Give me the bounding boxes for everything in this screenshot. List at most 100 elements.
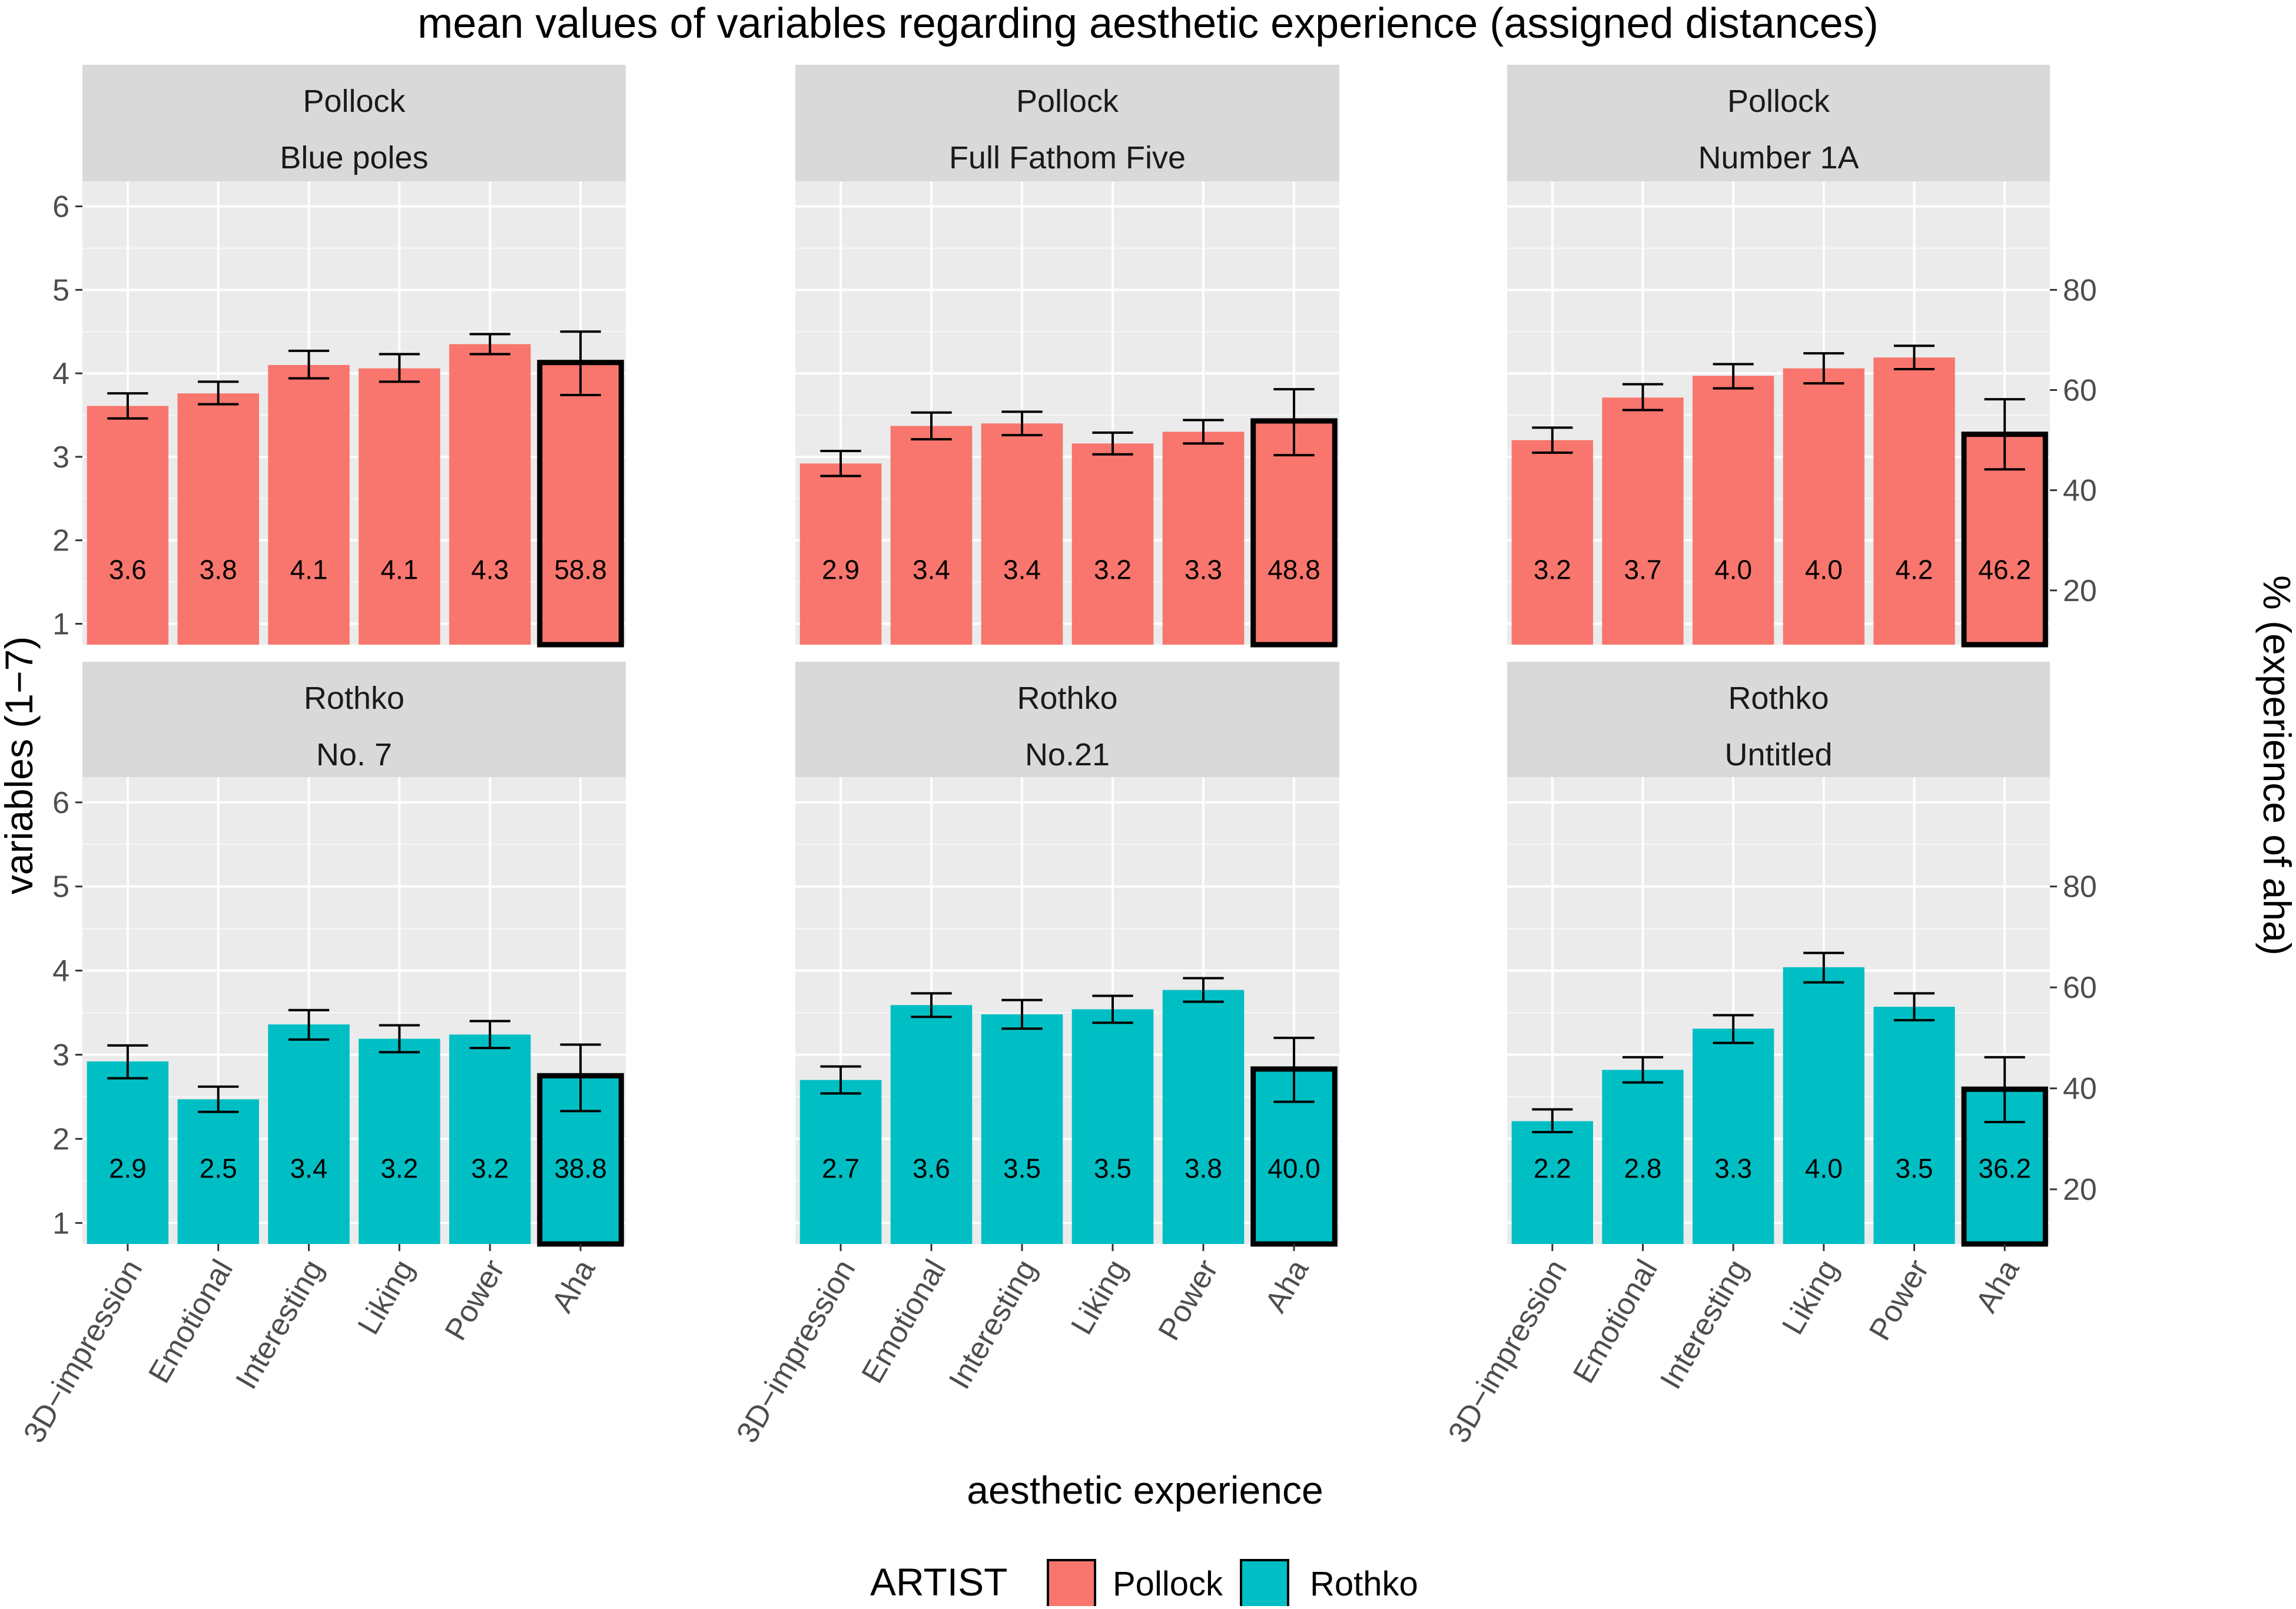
data-label: 3.2 <box>380 1153 418 1183</box>
bar-3d-impression <box>87 1061 169 1244</box>
error-bar <box>820 1065 861 1095</box>
bar-3d-impression <box>1511 440 1593 645</box>
bar-liking <box>1783 967 1864 1244</box>
error-bar <box>379 1024 420 1054</box>
bar-power <box>449 1034 531 1244</box>
error-bar <box>1001 410 1043 437</box>
error-bar <box>1893 992 1935 1021</box>
bar-power <box>1162 990 1245 1244</box>
data-label: 3.3 <box>1185 554 1222 585</box>
facet-painting-label: Blue poles <box>280 140 428 175</box>
legend-title: ARTIST <box>870 1560 1007 1604</box>
error-bar <box>1001 998 1043 1030</box>
data-label: 3.2 <box>1534 554 1571 585</box>
panel-rothko-untitled: Rothko Untitled 2.2 2.8 3.3 4.0 3.5 36.2 20 40 60 8… <box>1442 662 2097 1449</box>
bar-emotional <box>890 426 973 645</box>
data-label: 3.5 <box>1896 1153 1933 1183</box>
y2-tick-label: 80 <box>2063 870 2097 904</box>
bar-emotional <box>177 393 259 645</box>
data-label: 36.2 <box>1978 1153 2031 1183</box>
y-tick-label: 2 <box>52 1122 69 1156</box>
bar-emotional <box>1602 1070 1684 1244</box>
facet-strip <box>795 662 1339 777</box>
y2-tick-label: 80 <box>2063 273 2097 307</box>
facet-strip <box>795 65 1339 181</box>
x-axis-title: aesthetic experience <box>967 1468 1323 1512</box>
data-label: 48.8 <box>1268 554 1320 585</box>
error-bar <box>1622 1056 1664 1084</box>
error-bar <box>1984 1056 2025 1123</box>
bar-emotional <box>890 1005 973 1244</box>
facet-painting-label: No. 7 <box>316 737 392 772</box>
data-label: 2.8 <box>1624 1153 1662 1183</box>
error-bar <box>1532 1108 1573 1133</box>
data-label: 2.5 <box>200 1153 237 1183</box>
facet-artist-label: Rothko <box>1728 681 1829 716</box>
data-label: 3.4 <box>913 554 950 585</box>
y2-tick-label: 40 <box>2063 474 2097 508</box>
facet-painting-label: No.21 <box>1025 737 1110 772</box>
y-tick-label: 6 <box>52 786 69 820</box>
x-tick-label: 3D−impression <box>17 1254 149 1449</box>
bar-power <box>1873 357 1955 645</box>
legend-label-pollock: Pollock <box>1113 1565 1223 1603</box>
error-bar <box>1092 431 1133 456</box>
x-tick-label: 3D−impression <box>1442 1254 1574 1449</box>
bar-liking <box>1071 1009 1154 1244</box>
y-tick-label: 4 <box>52 357 69 391</box>
bar-interesting <box>1693 376 1774 645</box>
facet-artist-label: Pollock <box>1727 84 1830 119</box>
y-tick-label: 6 <box>52 190 69 224</box>
panel-background <box>1507 181 2050 645</box>
data-label: 4.1 <box>290 554 328 585</box>
y-tick-label: 2 <box>52 524 69 558</box>
data-label: 2.2 <box>1534 1153 1571 1183</box>
error-bar <box>469 1020 510 1050</box>
error-bar <box>1713 1014 1754 1044</box>
x-tick-label: Interesting <box>229 1254 330 1395</box>
x-tick-label: Emotional <box>1567 1254 1664 1389</box>
x-tick-label: Emotional <box>855 1254 953 1389</box>
bar-liking <box>1071 443 1154 645</box>
data-label: 3.4 <box>290 1153 328 1183</box>
error-bar <box>1803 352 1844 385</box>
error-bar <box>560 330 601 397</box>
data-label: 46.2 <box>1978 554 2031 585</box>
bar-3d-impression <box>799 1080 882 1244</box>
secondary-y-axis-title: % (experience of aha) <box>2255 575 2296 956</box>
x-tick-label: Emotional <box>142 1254 240 1389</box>
panel-background <box>795 181 1339 645</box>
data-label: 4.0 <box>1714 554 1752 585</box>
data-label: 38.8 <box>554 1153 607 1183</box>
x-tick-label: Liking <box>351 1254 421 1341</box>
legend-key-rothko <box>1240 1559 1289 1608</box>
x-tick-label: 3D−impression <box>730 1254 862 1449</box>
bar-aha <box>537 360 624 648</box>
data-label: 2.7 <box>822 1153 860 1183</box>
y-tick-label: 4 <box>52 954 69 988</box>
bar-3d-impression <box>87 406 169 645</box>
y-tick-label: 1 <box>52 1206 69 1240</box>
panel-background <box>1507 777 2050 1244</box>
y-tick-label: 3 <box>52 440 69 475</box>
panel-background <box>795 777 1339 1244</box>
bar-interesting <box>268 364 350 645</box>
y2-tick-label: 20 <box>2063 574 2097 608</box>
legend-key-pollock <box>1047 1559 1096 1608</box>
error-bar <box>911 992 952 1019</box>
error-bar <box>288 349 330 380</box>
x-tick-label: Liking <box>1064 1254 1134 1341</box>
error-bar <box>1273 388 1315 457</box>
facet-strip <box>82 65 626 181</box>
x-tick-label: Aha <box>1259 1254 1316 1318</box>
x-tick-label: Interesting <box>943 1254 1044 1395</box>
facet-artist-label: Rothko <box>304 681 404 716</box>
bar-power <box>449 344 531 645</box>
bar-liking <box>1783 368 1864 645</box>
data-label: 4.0 <box>1805 554 1843 585</box>
y-tick-label: 3 <box>52 1039 69 1073</box>
error-bar <box>1273 1036 1315 1103</box>
error-bar <box>379 353 420 383</box>
data-label: 4.3 <box>471 554 509 585</box>
